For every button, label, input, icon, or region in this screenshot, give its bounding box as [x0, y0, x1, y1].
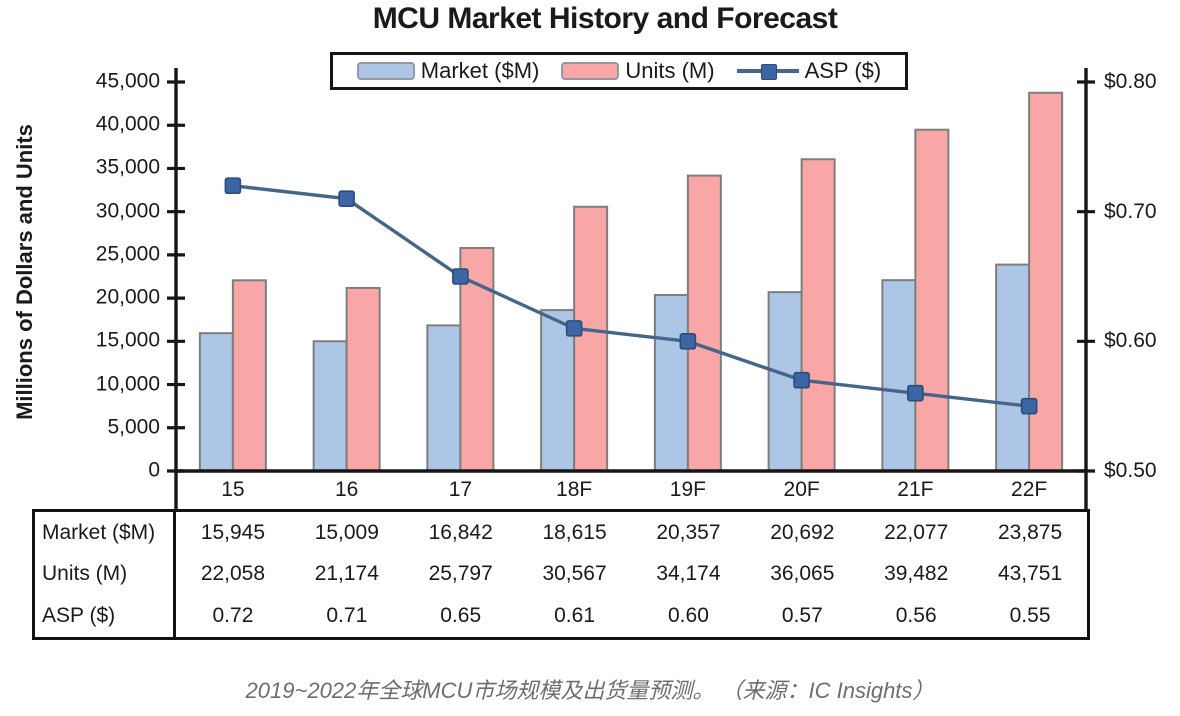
table-cell: 39,482	[884, 562, 949, 586]
asp-marker-17	[452, 268, 469, 285]
y-left-tick-label: 15,000	[95, 328, 160, 352]
table-cell: 25,797	[428, 562, 493, 586]
x-tick-label-18F: 18F	[556, 478, 593, 501]
y-left-tick-label: 40,000	[95, 112, 160, 136]
legend-line-swatch-icon	[736, 61, 799, 81]
y-left-tick-label: 0	[148, 458, 160, 482]
market-bar-21F	[881, 279, 917, 472]
x-axis-labels: 15 16 17 18F 19F 20F 21F 22F	[176, 473, 1086, 507]
y-left-tick-label: 10,000	[95, 372, 160, 396]
chart-title: MCU Market History and Forecast	[372, 2, 838, 35]
asp-marker-21F	[907, 384, 924, 402]
x-tick-label-21F: 21F	[897, 478, 934, 501]
legend: Market ($M) Units (M) ASP ($)	[330, 52, 908, 90]
asp-marker-15	[224, 177, 242, 195]
table-cell: 0.60	[668, 604, 709, 628]
y-right-tick-label: $0.60	[1104, 329, 1157, 353]
legend-bar-swatch-icon	[561, 62, 620, 80]
legend-label: Units (M)	[625, 58, 715, 83]
market-bar-19F	[653, 294, 689, 473]
units-bar-20F	[800, 158, 836, 473]
table-cell: 22,058	[200, 562, 266, 586]
legend-item-1: Market ($M)	[356, 58, 540, 84]
units-bar-21F	[914, 128, 950, 472]
asp-marker-19F	[679, 333, 697, 350]
table-cell: 22,077	[884, 520, 949, 544]
asp-marker-16	[338, 190, 355, 207]
units-bar-19F	[686, 174, 722, 473]
y-left-tick-label: 45,000	[95, 69, 160, 93]
market-bar-15	[198, 332, 234, 472]
table-cell: 16,842	[428, 520, 493, 544]
y-left-tick-label: 20,000	[95, 285, 160, 309]
table-cell: 36,065	[770, 562, 835, 586]
x-tick-label-17: 17	[448, 478, 473, 501]
table-cell: 15,945	[200, 520, 266, 544]
asp-marker-18F	[565, 320, 583, 337]
y-left-tick-label: 5,000	[107, 415, 160, 439]
legend-bar-swatch-icon	[356, 62, 415, 80]
y-right-tick-label: $0.80	[1104, 70, 1157, 93]
legend-item-2: Units (M)	[561, 58, 715, 84]
units-bar-15	[231, 279, 267, 472]
asp-marker-22F	[1020, 397, 1038, 415]
table-cell: 0.72	[212, 604, 254, 628]
table-cell: 30,567	[542, 562, 607, 586]
y-left-tick-label: 35,000	[95, 155, 160, 179]
y-right-tick-label: $0.70	[1104, 199, 1157, 223]
units-bar-18F	[573, 205, 609, 473]
x-tick-label-16: 16	[334, 478, 359, 501]
table-cell: 34,174	[656, 562, 721, 586]
table-cell: 0.71	[326, 604, 368, 628]
data-table: Market ($M) 15,945 15,009 16,842 18,615 20,35…	[32, 509, 1090, 640]
asp-marker-20F	[793, 371, 810, 389]
table-row-label: Market ($M)	[35, 512, 176, 554]
table-cell: 0.57	[781, 604, 823, 628]
table-cell: 43,751	[997, 562, 1063, 586]
legend-line-marker	[760, 64, 777, 80]
table-row-label: ASP ($)	[35, 595, 176, 637]
table-cell: 0.56	[895, 604, 937, 628]
y-right-tick-label: $0.50	[1104, 459, 1157, 482]
x-tick-label-19F: 19F	[669, 478, 706, 501]
table-cell: 15,009	[314, 520, 379, 544]
legend-label: ASP ($)	[804, 58, 882, 83]
table-cell: 0.61	[554, 604, 595, 628]
table-cell: 20,357	[656, 520, 721, 544]
x-tick-label-15: 15	[221, 478, 245, 501]
units-bar-16	[345, 286, 381, 472]
table-cell: 18,615	[542, 520, 607, 544]
table-row-label: Units (M)	[35, 553, 176, 596]
table-cell: 0.55	[1009, 604, 1051, 628]
caption: 2019~2022年全球MCU市场规模及出货量预测。 （来源：IC Insigh…	[245, 678, 935, 703]
y-left-tick-label: 30,000	[95, 199, 160, 223]
asp-line	[232, 184, 1030, 408]
x-tick-label-20F: 20F	[783, 478, 820, 501]
table-cell: 20,692	[770, 520, 835, 544]
legend-item-3: ASP ($)	[736, 58, 882, 84]
market-bar-16	[312, 340, 348, 472]
y-left-tick-label: 25,000	[95, 242, 160, 266]
table-cell: 0.65	[440, 604, 482, 628]
market-bar-22F	[995, 263, 1031, 472]
y-axis-title: Millions of Dollars and Units	[12, 124, 37, 420]
table-cell: 21,174	[314, 562, 379, 586]
table-cell: 23,875	[997, 520, 1063, 544]
market-bar-17	[426, 324, 462, 473]
legend-label: Market ($M)	[420, 58, 540, 83]
x-tick-label-22F: 22F	[1011, 478, 1048, 501]
